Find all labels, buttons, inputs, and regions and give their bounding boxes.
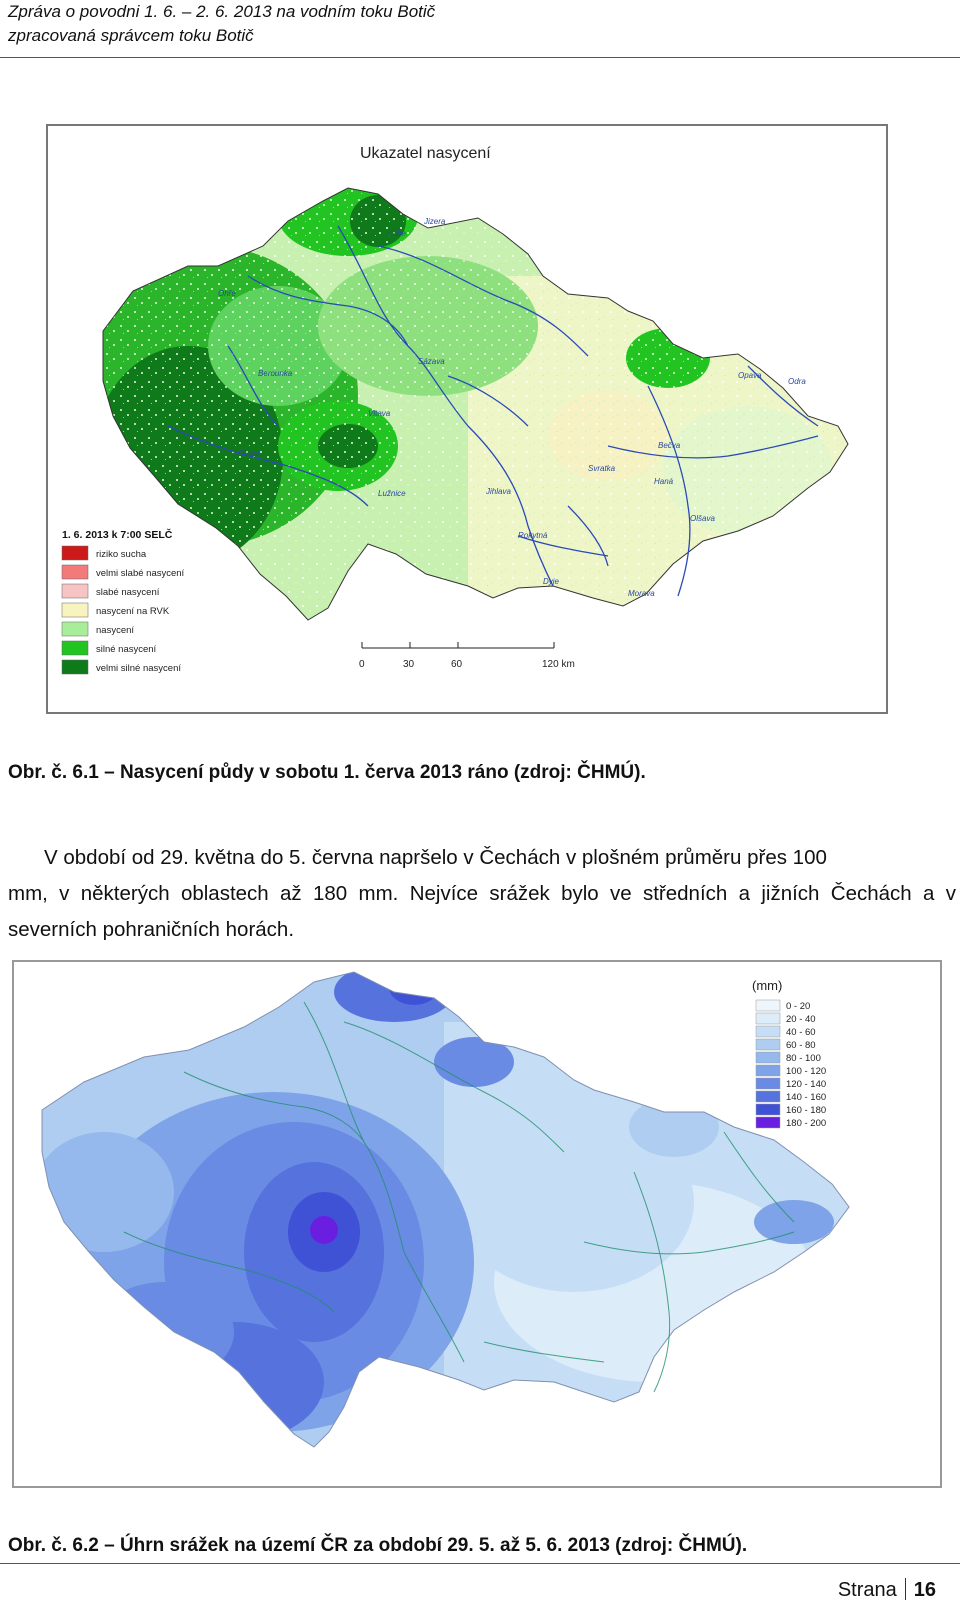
svg-text:80 - 100: 80 - 100 xyxy=(786,1053,821,1064)
river-label-jizera: Jizera xyxy=(423,217,446,226)
legend-item: 160 - 180 xyxy=(755,1103,826,1116)
svg-text:slabé nasycení: slabé nasycení xyxy=(96,587,160,598)
river-label-vltava: Vltava xyxy=(368,409,391,418)
river-label-sazava: Sázava xyxy=(418,357,445,366)
river-label-luznice: Lužnice xyxy=(378,489,406,498)
svg-text:120 - 140: 120 - 140 xyxy=(786,1079,826,1090)
header-divider xyxy=(0,57,960,58)
river-label-berounka: Berounka xyxy=(258,369,293,378)
paragraph-line-1: V období od 29. května do 5. června napr… xyxy=(44,846,827,869)
legend-item: 180 - 200 xyxy=(755,1116,826,1129)
precipitation-map: (mm) 0 - 20 20 - 40 40 - 60 60 - 80 80 -… xyxy=(41,971,850,1448)
river-label-morava: Morava xyxy=(628,589,655,598)
legend-item: 120 - 140 xyxy=(755,1077,826,1090)
precipitation-map-figure: (mm) 0 - 20 20 - 40 40 - 60 60 - 80 80 -… xyxy=(12,960,942,1488)
paragraph-rest: mm, v některých oblastech až 180 mm. Nej… xyxy=(8,882,956,941)
legend-title: 1. 6. 2013 k 7:00 SELČ xyxy=(62,528,173,541)
river-network xyxy=(123,1001,795,1393)
river-network xyxy=(167,225,819,597)
river-label-svratka: Svratka xyxy=(588,464,616,473)
document-header: Zpráva o povodni 1. 6. – 2. 6. 2013 na v… xyxy=(8,0,952,48)
scale-tick: 60 xyxy=(451,659,463,670)
svg-text:160 - 180: 160 - 180 xyxy=(786,1105,826,1116)
river-label-labe: Labe xyxy=(388,229,406,238)
map1-title: Ukazatel nasycení xyxy=(360,145,491,162)
scale-tick: 0 xyxy=(359,659,365,670)
legend-unit: (mm) xyxy=(752,978,782,993)
river-label-hana: Haná xyxy=(654,477,674,486)
header-subtitle: zpracovaná správcem toku Botič xyxy=(8,26,254,45)
page-number: Strana 16 xyxy=(838,1578,936,1602)
legend-item: 20 - 40 xyxy=(755,1012,816,1025)
saturation-map-figure: Ukazatel nasycení xyxy=(46,124,888,714)
river-label-rokytna: Rokytná xyxy=(518,531,548,540)
svg-text:velmi silné nasycení: velmi silné nasycení xyxy=(96,663,181,674)
legend-item: nasycení na RVK xyxy=(61,602,170,618)
country-border xyxy=(41,971,850,1448)
svg-text:100 - 120: 100 - 120 xyxy=(786,1066,826,1077)
legend-item: velmi silné nasycení xyxy=(61,659,181,675)
river-label-olsava: Olšava xyxy=(690,514,715,523)
body-paragraph: V období od 29. května do 5. června napr… xyxy=(8,840,956,948)
scale-tick: 120 km xyxy=(542,659,575,670)
scale-bar: 0 30 60 120 km xyxy=(359,642,575,670)
svg-text:silné nasycení: silné nasycení xyxy=(96,644,157,655)
legend-item: slabé nasycení xyxy=(61,583,160,599)
page-number-value: 16 xyxy=(913,1579,936,1601)
legend-item: 100 - 120 xyxy=(755,1064,826,1077)
svg-text:nasycení na RVK: nasycení na RVK xyxy=(96,606,170,617)
legend-item: nasycení xyxy=(61,621,134,637)
saturation-map: Ukazatel nasycení xyxy=(61,145,849,675)
svg-text:riziko sucha: riziko sucha xyxy=(96,549,147,560)
scale-tick: 30 xyxy=(403,659,415,670)
river-label-otava: Otava xyxy=(238,449,260,458)
footer-divider xyxy=(0,1563,960,1564)
svg-text:60 - 80: 60 - 80 xyxy=(786,1040,816,1051)
svg-text:40 - 60: 40 - 60 xyxy=(786,1027,816,1038)
river-label-dyje: Dyje xyxy=(543,577,560,586)
river-label-jihlava: Jihlava xyxy=(485,487,511,496)
legend-item: 140 - 160 xyxy=(755,1090,826,1103)
header-title: Zpráva o povodni 1. 6. – 2. 6. 2013 na v… xyxy=(8,2,436,21)
page-label: Strana xyxy=(837,1579,897,1601)
legend-item: 0 - 20 xyxy=(755,999,810,1012)
figure-caption-2: Obr. č. 6.2 – Úhrn srážek na území ČR za… xyxy=(8,1535,748,1556)
legend-item: velmi slabé nasycení xyxy=(61,564,185,580)
svg-text:140 - 160: 140 - 160 xyxy=(786,1092,826,1103)
svg-text:20 - 40: 20 - 40 xyxy=(786,1014,816,1025)
legend-item: 60 - 80 xyxy=(755,1038,816,1051)
river-label-ohre: Ohře xyxy=(218,289,236,298)
svg-text:0 - 20: 0 - 20 xyxy=(786,1001,810,1012)
saturation-legend: 1. 6. 2013 k 7:00 SELČ riziko sucha velm… xyxy=(61,528,185,675)
river-label-becva: Bečva xyxy=(658,441,681,450)
legend-item: 80 - 100 xyxy=(755,1051,821,1064)
legend-item: riziko sucha xyxy=(61,545,147,561)
country-border xyxy=(102,187,849,621)
legend-item: 40 - 60 xyxy=(755,1025,816,1038)
svg-text:nasycení: nasycení xyxy=(96,625,134,636)
legend-item: silné nasycení xyxy=(61,640,157,656)
page-separator xyxy=(904,1578,906,1600)
figure-caption-1: Obr. č. 6.1 – Nasycení půdy v sobotu 1. … xyxy=(8,762,646,783)
river-label-odra: Odra xyxy=(788,377,806,386)
river-label-opava: Opava xyxy=(738,371,762,380)
svg-text:180 - 200: 180 - 200 xyxy=(786,1118,826,1129)
precipitation-legend: (mm) 0 - 20 20 - 40 40 - 60 60 - 80 80 -… xyxy=(752,978,826,1129)
svg-text:velmi slabé nasycení: velmi slabé nasycení xyxy=(96,568,185,579)
